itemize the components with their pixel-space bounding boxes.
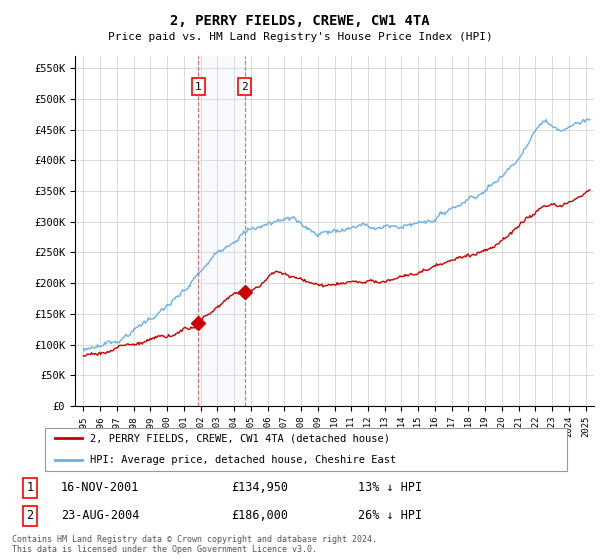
Text: 23-AUG-2004: 23-AUG-2004 [61,510,139,522]
Bar [199,56,245,406]
Text: 2: 2 [241,82,248,92]
Text: 26% ↓ HPI: 26% ↓ HPI [358,510,422,522]
Text: 2, PERRY FIELDS, CREWE, CW1 4TA (detached house): 2, PERRY FIELDS, CREWE, CW1 4TA (detache… [89,433,389,444]
Text: 2, PERRY FIELDS, CREWE, CW1 4TA: 2, PERRY FIELDS, CREWE, CW1 4TA [170,14,430,28]
Text: HPI: Average price, detached house, Cheshire East: HPI: Average price, detached house, Ches… [89,455,396,465]
Text: 1: 1 [26,481,34,494]
Text: Price paid vs. HM Land Registry's House Price Index (HPI): Price paid vs. HM Land Registry's House … [107,32,493,43]
Text: 1: 1 [195,82,202,92]
FancyBboxPatch shape [44,428,568,471]
Text: £134,950: £134,950 [231,481,288,494]
Text: £186,000: £186,000 [231,510,288,522]
Text: 13% ↓ HPI: 13% ↓ HPI [358,481,422,494]
Text: 16-NOV-2001: 16-NOV-2001 [61,481,139,494]
Text: 2: 2 [26,510,34,522]
Text: Contains HM Land Registry data © Crown copyright and database right 2024.
This d: Contains HM Land Registry data © Crown c… [12,535,377,554]
